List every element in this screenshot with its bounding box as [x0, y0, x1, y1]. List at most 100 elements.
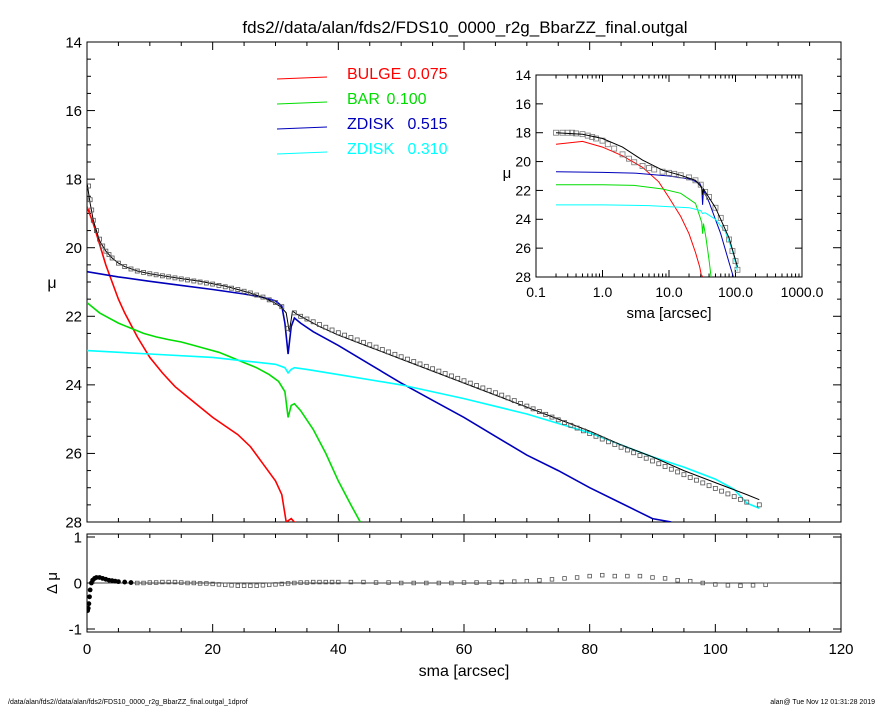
data-point [430, 366, 435, 372]
data-point [530, 406, 536, 412]
data-point [216, 582, 222, 587]
data-point [103, 248, 109, 254]
data-point [172, 579, 178, 585]
data-point [455, 375, 461, 381]
y-tick-label: 24 [65, 377, 82, 394]
series-line-bar [556, 184, 712, 277]
data-point [310, 319, 316, 325]
data-point [106, 252, 112, 257]
data-point [411, 359, 417, 364]
data-point [499, 579, 504, 585]
plot-area [87, 572, 768, 613]
y-tick-label: -1 [69, 621, 82, 638]
data-point [373, 344, 379, 350]
y-tick-label: 14 [515, 67, 531, 83]
data-point [304, 580, 310, 585]
x-tick-label: 0 [83, 641, 91, 658]
legend-label: ZDISK [347, 141, 394, 158]
legend-value: 0.100 [387, 91, 427, 108]
data-point [166, 274, 172, 280]
data-point [273, 582, 278, 587]
data-point [424, 580, 429, 586]
data-point [681, 472, 687, 478]
data-point [298, 313, 304, 319]
data-point [204, 581, 209, 586]
data-point [87, 605, 91, 611]
data-point [756, 502, 762, 508]
series-line-zdisk2 [556, 204, 738, 272]
footer-timestamp: alan@ Tue Nov 12 01:31:28 2019 [770, 699, 875, 706]
data-point [612, 573, 617, 579]
data-point [626, 155, 632, 162]
x-tick-label: 10.0 [655, 284, 682, 300]
data-point [700, 480, 706, 486]
data-point [738, 496, 743, 502]
data-point [719, 488, 725, 494]
data-point [562, 420, 567, 425]
data-point [210, 581, 215, 587]
data-point [254, 583, 259, 588]
legend-value: 0.515 [408, 116, 448, 133]
data-point [750, 583, 756, 588]
x-tick-label: 80 [581, 641, 598, 658]
data-point [197, 279, 203, 285]
data-point [706, 483, 712, 489]
data-point [449, 580, 454, 586]
x-tick-label: 120 [828, 641, 853, 658]
data-point [354, 337, 360, 343]
y-tick-label: 28 [515, 269, 531, 285]
data-point [291, 310, 297, 316]
data-point [336, 579, 341, 585]
data-point [247, 290, 253, 296]
main-profile-plot: 14 16 18 20 22 24 26 28 μ [47, 34, 842, 531]
data-point [267, 582, 272, 588]
data-point [604, 141, 611, 148]
data-point [241, 583, 247, 588]
data-point [593, 433, 599, 439]
data-point [725, 491, 731, 497]
data-point [738, 583, 743, 588]
data-point [656, 461, 662, 467]
x-tick-label: 60 [456, 641, 473, 658]
series-line-bulge [555, 140, 704, 277]
data-point [310, 579, 316, 585]
data-point [109, 255, 115, 261]
legend-line [276, 151, 328, 155]
x-tick-label: 1000.0 [781, 284, 824, 300]
data-point [436, 580, 442, 586]
data-point [625, 573, 630, 579]
data-point [197, 581, 203, 586]
data-point [361, 339, 366, 345]
data-point [273, 300, 278, 305]
data-point [405, 356, 410, 362]
data-point [292, 580, 297, 586]
data-point [474, 580, 479, 585]
data-point [172, 275, 178, 281]
data-point [153, 580, 159, 585]
inset-background [490, 60, 830, 330]
y-tick-label: 22 [515, 182, 531, 198]
data-point [574, 575, 580, 580]
legend-line [276, 101, 328, 105]
data-point [128, 580, 134, 585]
data-point [569, 129, 576, 136]
data-point [692, 177, 699, 184]
data-point [524, 578, 530, 584]
y-axis-label: Δ μ [44, 572, 61, 594]
data-point [612, 442, 618, 447]
data-point [386, 349, 392, 355]
x-tick-label: 40 [330, 641, 347, 658]
y-tick-label: 22 [65, 309, 82, 326]
data-point [379, 347, 385, 352]
x-tick-label: 100 [703, 641, 728, 658]
y-tick-label: 16 [515, 96, 531, 112]
data-point [493, 390, 498, 396]
data-point [600, 572, 605, 578]
data-point [639, 162, 646, 169]
data-point [285, 325, 291, 331]
data-point [335, 330, 341, 336]
data-point [511, 398, 517, 404]
data-point [643, 455, 649, 461]
data-point [675, 578, 680, 583]
